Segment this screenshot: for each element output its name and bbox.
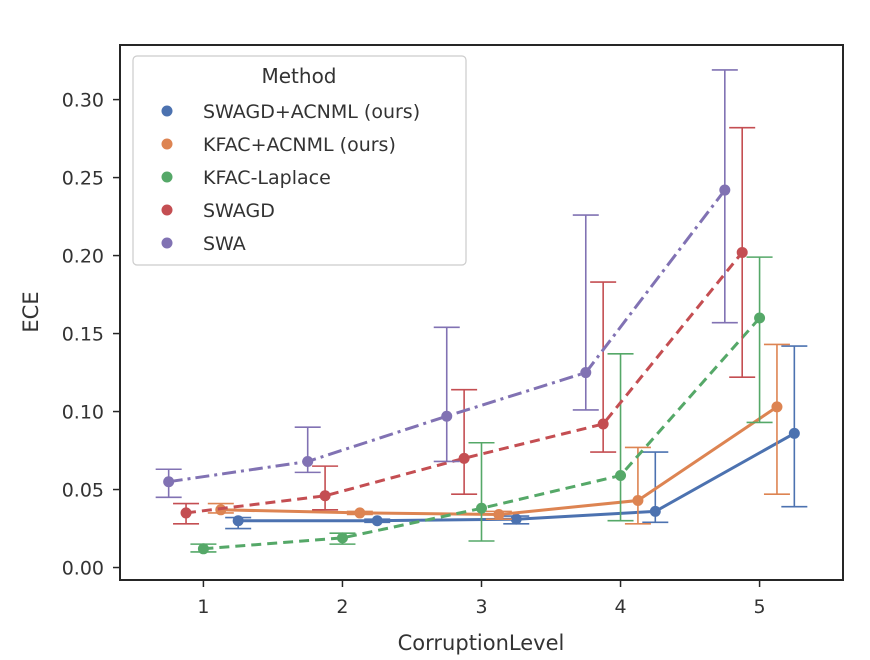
data-point [197, 543, 209, 555]
data-point [371, 515, 383, 527]
x-tick-label: 1 [197, 596, 209, 618]
legend-entry-label: KFAC-Laplace [203, 167, 331, 189]
y-tick-label: 0.05 [62, 480, 104, 502]
y-tick-label: 0.20 [62, 246, 104, 268]
legend-entry-label: SWAGD+ACNML (ours) [203, 101, 420, 123]
legend-entry-label: SWAGD [203, 200, 275, 222]
series-group [190, 256, 773, 555]
data-point [736, 246, 748, 258]
legend-box [132, 55, 467, 266]
x-tick-label: 2 [336, 596, 348, 618]
series-group [155, 69, 738, 499]
y-tick-label: 0.25 [62, 168, 104, 190]
y-tick-label: 0.10 [62, 402, 104, 424]
x-axis-label: CorruptionLevel [398, 631, 565, 655]
x-tick-label: 3 [475, 596, 487, 618]
data-point [771, 401, 783, 413]
y-axis-label: ECE [19, 291, 43, 332]
series-line [168, 189, 726, 484]
data-point [510, 513, 522, 525]
data-point [719, 184, 731, 196]
legend-entry-label: SWA [203, 233, 246, 255]
series-group [225, 345, 808, 530]
legend-marker [161, 138, 173, 150]
data-point [180, 507, 192, 519]
legend-marker [161, 237, 173, 249]
data-point [441, 410, 453, 422]
legend: Method SWAGD+ACNML (ours) KFAC+ACNML (our… [132, 55, 467, 266]
legend-marker [161, 105, 173, 117]
legend-entry-label: KFAC+ACNML (ours) [203, 134, 396, 156]
data-point [163, 476, 175, 488]
y-tick-label: 0.00 [62, 558, 104, 580]
series-line [185, 251, 744, 515]
data-point [458, 452, 470, 464]
data-point [232, 515, 244, 527]
data-point [336, 532, 348, 544]
legend-title: Method [261, 64, 336, 88]
data-point [580, 367, 592, 379]
data-point [476, 502, 487, 514]
legend-marker [161, 171, 173, 183]
data-point [354, 507, 366, 519]
data-point [788, 427, 800, 439]
data-point [493, 508, 505, 520]
x-tick-label: 4 [614, 596, 626, 618]
data-point [302, 455, 314, 467]
data-point [615, 469, 627, 481]
data-point [649, 505, 661, 517]
x-tick-label: 5 [754, 596, 766, 618]
y-tick-label: 0.15 [62, 324, 104, 346]
series-group [173, 126, 756, 525]
legend-marker [161, 204, 173, 216]
plot-area [155, 69, 808, 555]
y-axis-ticks: 0.00 0.05 0.10 0.15 0.20 0.25 0.30 [62, 90, 120, 580]
data-point [632, 494, 644, 506]
series-group [207, 343, 790, 525]
y-tick-label: 0.30 [62, 90, 104, 112]
data-point [597, 418, 609, 430]
data-point [754, 312, 766, 324]
data-point [319, 490, 331, 502]
x-axis-ticks: 1 2 3 4 5 [197, 580, 766, 618]
